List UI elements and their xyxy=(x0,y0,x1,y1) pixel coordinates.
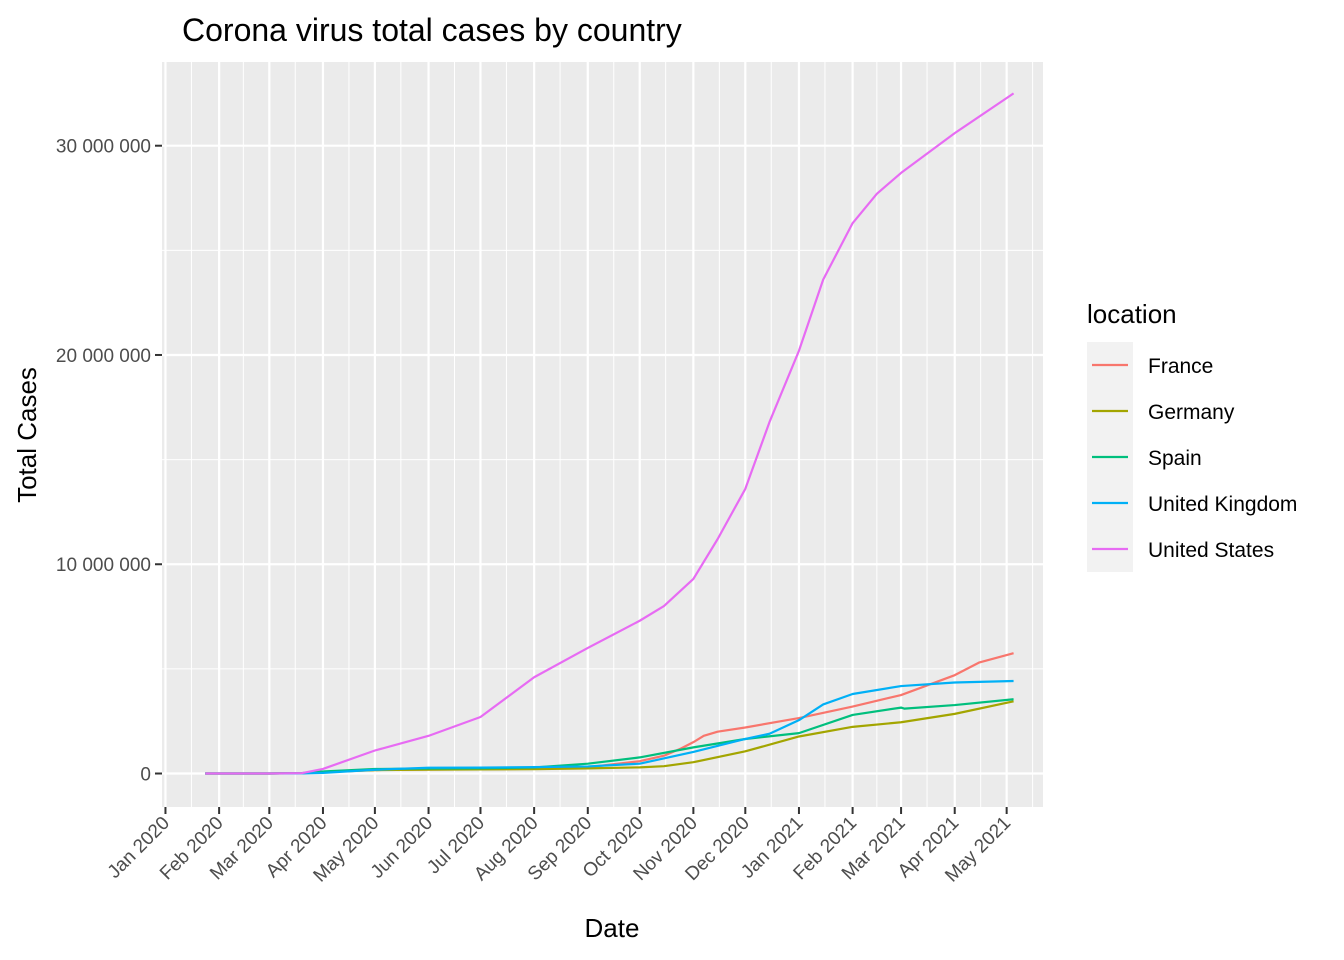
legend: location France Germany Spain United Kingdo… xyxy=(1087,299,1297,572)
y-axis-title: Total Cases xyxy=(12,367,42,503)
y-tick-label: 20 000 000 xyxy=(56,346,151,367)
legend-label: Germany xyxy=(1148,401,1235,424)
series-line-united-kingdom xyxy=(205,679,1014,775)
legend-items: France Germany Spain United Kingdom United S… xyxy=(1092,355,1297,562)
series-line-spain xyxy=(205,698,1014,775)
plot-panel xyxy=(162,62,1043,807)
legend-label: United States xyxy=(1148,539,1274,562)
y-tick-label: 30 000 000 xyxy=(56,137,151,158)
legend-label: France xyxy=(1148,355,1213,378)
y-axis: 0 10 000 000 20 000 000 30 000 000 xyxy=(56,137,162,786)
legend-title: location xyxy=(1087,299,1177,329)
legend-label: Spain xyxy=(1148,447,1202,470)
chart-title: Corona virus total cases by country xyxy=(182,12,682,48)
minor-gridlines xyxy=(162,62,1043,807)
x-axis-title: Date xyxy=(585,913,640,943)
y-tick-label: 10 000 000 xyxy=(56,555,151,576)
series-lines xyxy=(205,92,1015,775)
major-gridlines xyxy=(162,62,1043,807)
series-line-united-states xyxy=(205,92,1015,775)
legend-label: United Kingdom xyxy=(1148,493,1297,516)
y-tick-label: 0 xyxy=(140,765,151,786)
